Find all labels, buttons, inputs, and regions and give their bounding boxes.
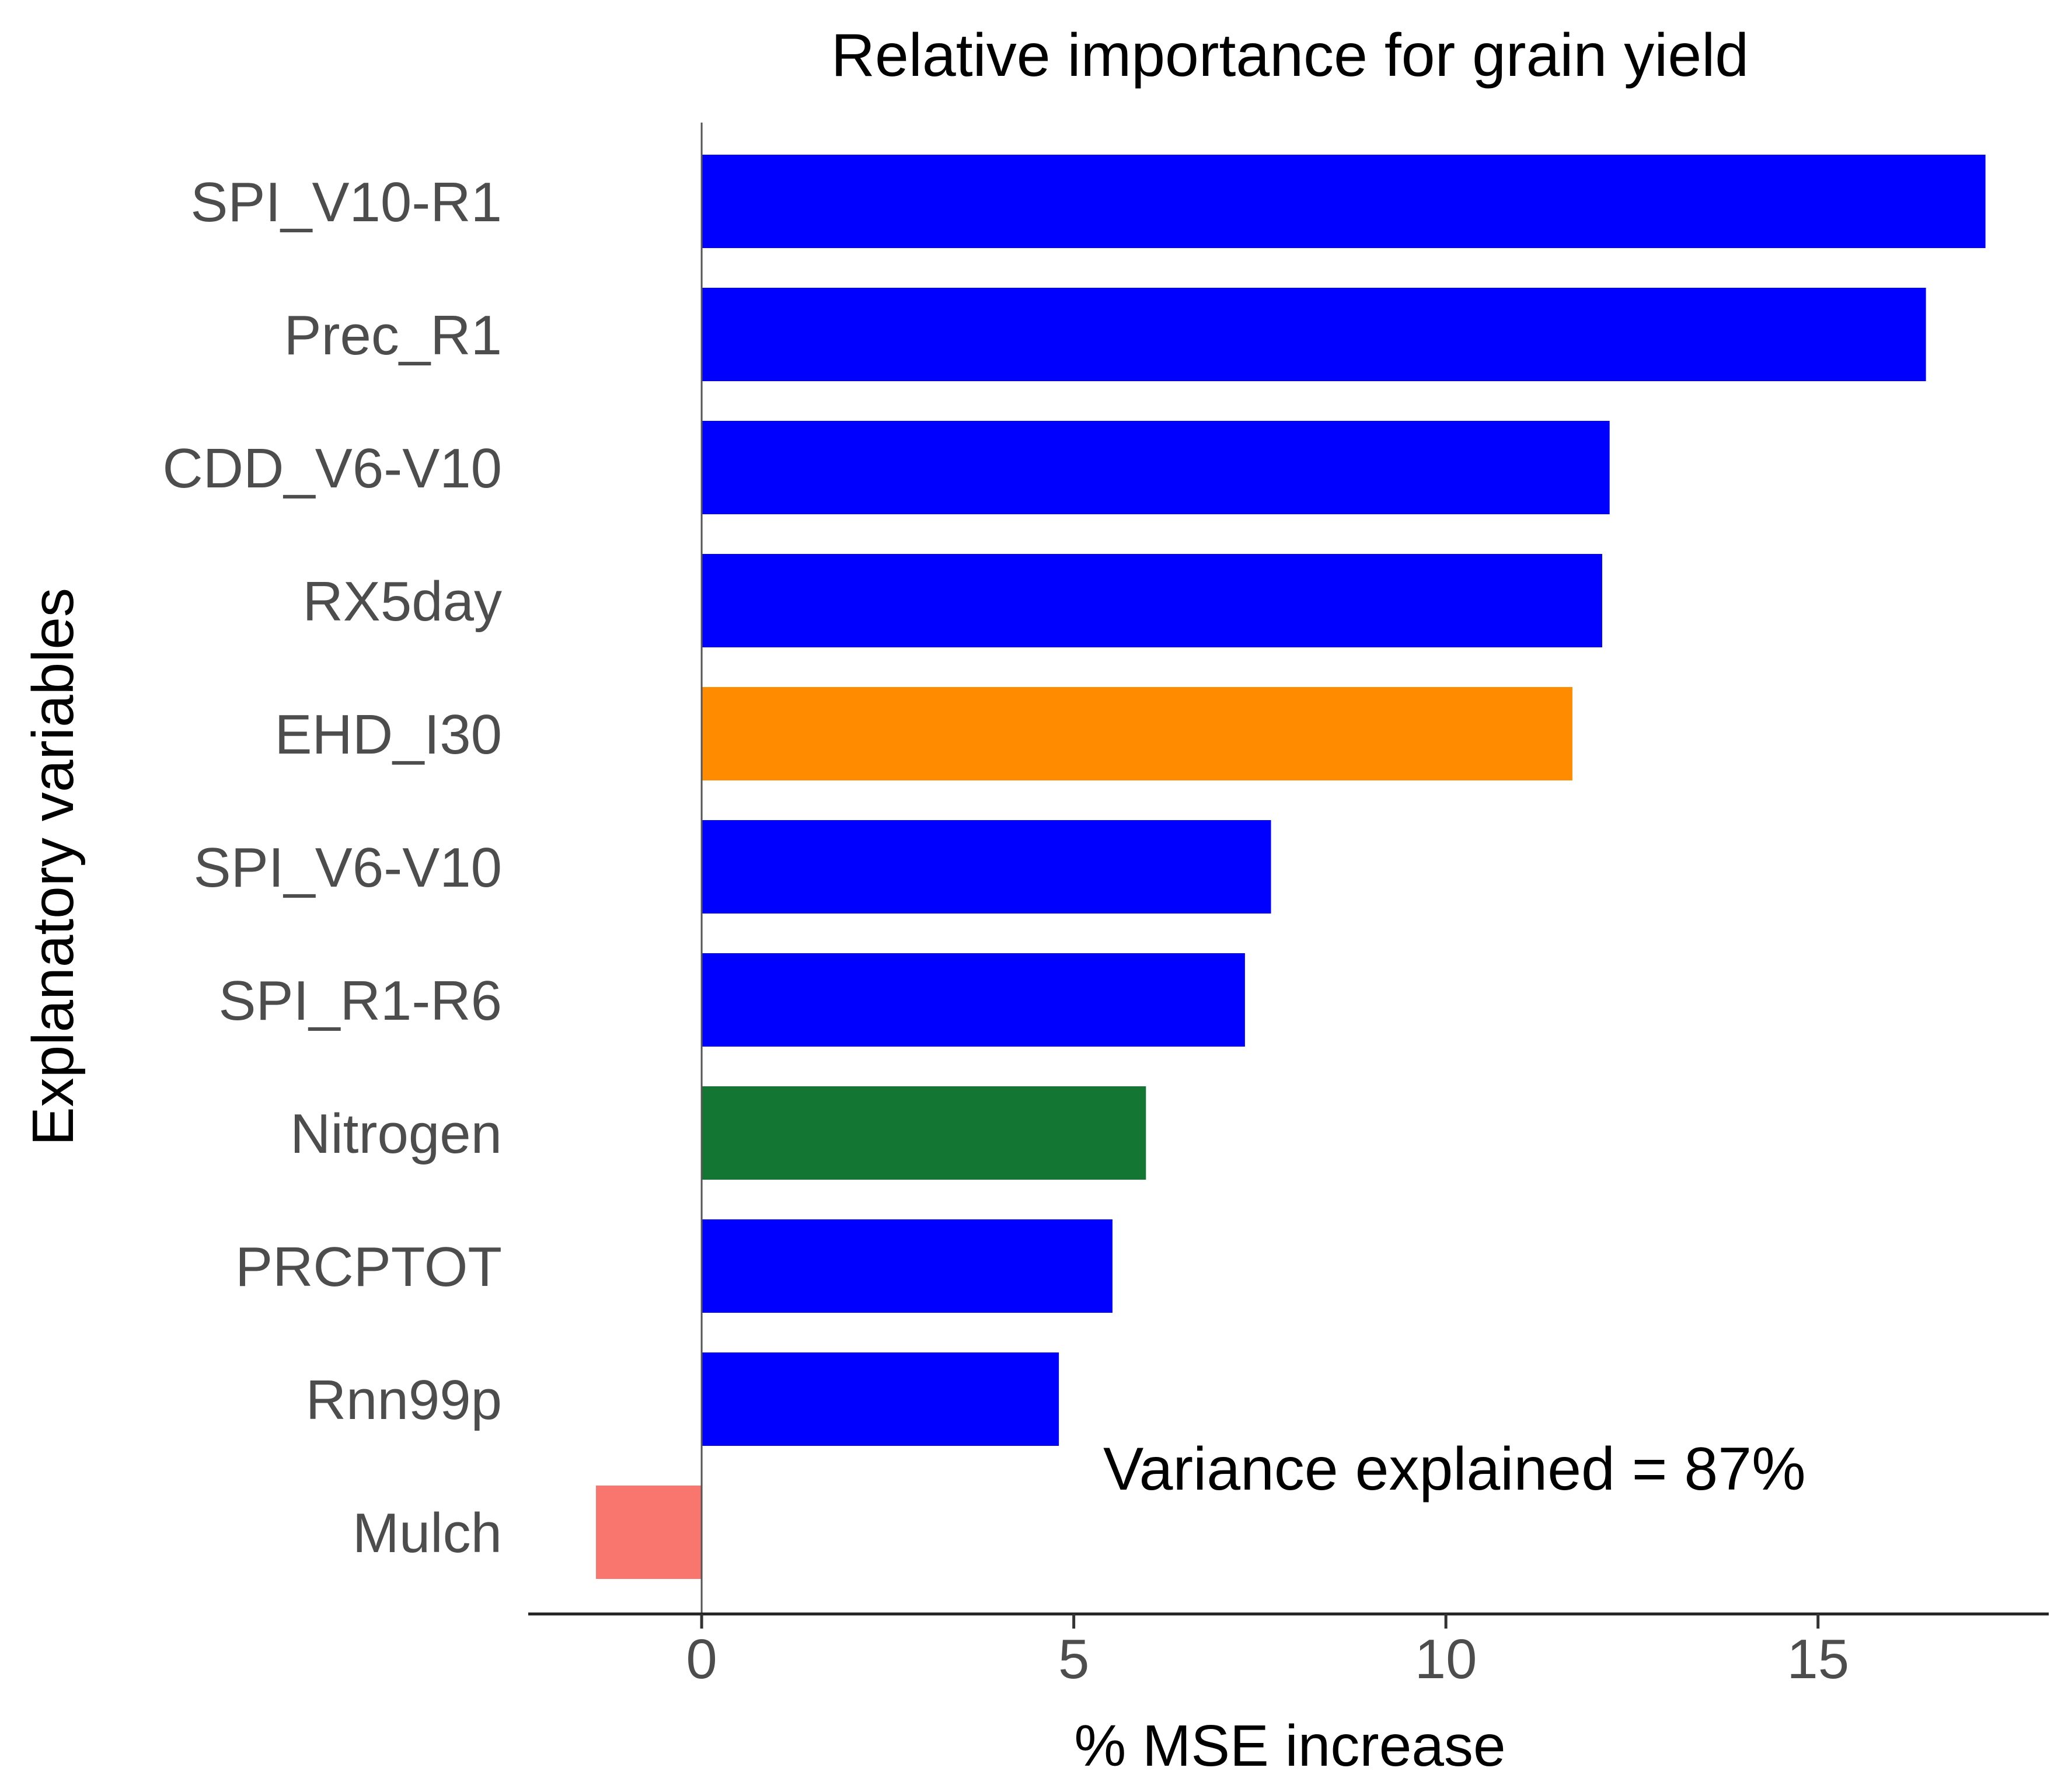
bars-group — [596, 155, 1986, 1579]
category-label: Mulch — [353, 1502, 502, 1564]
category-label: PRCPTOT — [235, 1236, 502, 1298]
bar-cdd-v6-v10 — [702, 421, 1610, 514]
category-label: SPI_V10-R1 — [190, 171, 502, 233]
bar-rnn99p — [702, 1352, 1059, 1446]
category-label: Rnn99p — [306, 1369, 502, 1431]
bar-spi-r1-r6 — [702, 953, 1245, 1047]
bar-nitrogen — [702, 1086, 1146, 1180]
variance-explained-annotation: Variance explained = 87% — [1103, 1435, 1806, 1503]
category-label: CDD_V6-V10 — [162, 437, 502, 500]
category-labels-group: SPI_V10-R1 Prec_R1 CDD_V6-V10 RX5day EHD_I30… — [162, 171, 502, 1564]
x-tick-label: 5 — [1058, 1628, 1089, 1690]
x-axis-title: % MSE increase — [1074, 1713, 1505, 1779]
x-tick-label: 0 — [686, 1628, 717, 1690]
category-label: SPI_V6-V10 — [194, 836, 502, 899]
bar-rx5day — [702, 554, 1602, 647]
x-tick-label: 15 — [1787, 1628, 1849, 1690]
category-label: Nitrogen — [290, 1103, 502, 1165]
category-label: SPI_R1-R6 — [218, 970, 502, 1032]
category-label: Prec_R1 — [284, 304, 503, 367]
bar-mulch — [596, 1486, 702, 1579]
bar-spi-v10-r1 — [702, 155, 1986, 248]
bar-ehd-i30 — [702, 687, 1572, 780]
y-axis-title: Explanatory variables — [20, 588, 86, 1146]
category-label: RX5day — [302, 570, 502, 633]
bar-prec-r1 — [702, 288, 1926, 381]
x-ticks-group: 0 5 10 15 — [686, 1614, 1849, 1690]
bar-spi-v6-v10 — [702, 820, 1271, 914]
category-label: EHD_I30 — [274, 703, 502, 766]
bar-prcptot — [702, 1219, 1113, 1313]
chart-title: Relative importance for grain yield — [831, 22, 1749, 89]
x-tick-label: 10 — [1415, 1628, 1477, 1690]
